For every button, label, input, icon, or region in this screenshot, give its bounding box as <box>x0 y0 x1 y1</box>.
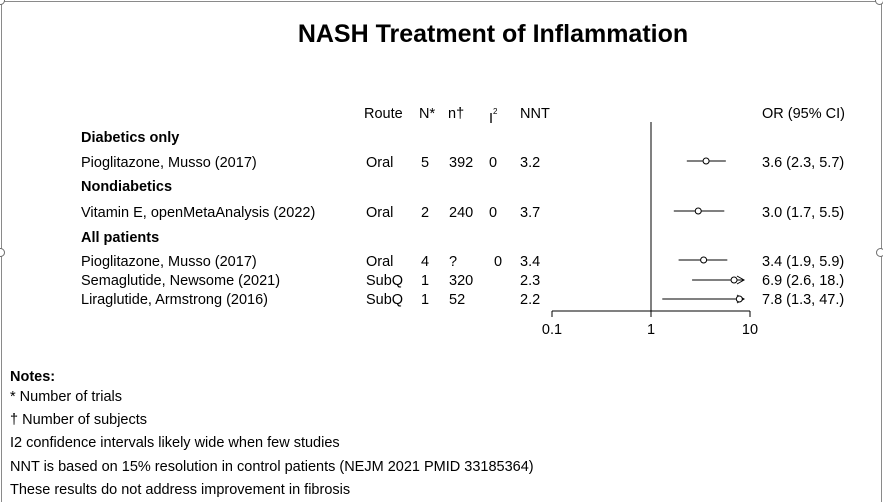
study-name: Semaglutide, Newsome (2021) <box>81 273 281 289</box>
nnt-value: 3.4 <box>520 254 541 270</box>
note-line: I2 confidence intervals likely wide when… <box>10 435 340 451</box>
trials-count: 2 <box>421 205 430 221</box>
i2-value: 0 <box>489 205 498 221</box>
nnt-value: 2.2 <box>520 292 541 308</box>
route-value: SubQ <box>366 292 404 308</box>
note-line: † Number of subjects <box>10 412 148 428</box>
subjects-count: 320 <box>449 273 474 289</box>
ci-arrow <box>736 275 746 285</box>
route-value: Oral <box>366 254 394 270</box>
x-tick-label: 1 <box>647 322 655 338</box>
trials-count: 4 <box>421 254 430 270</box>
resize-handle-middle-left[interactable] <box>0 248 5 257</box>
or-ci-value: 3.0 (1.7, 5.5) <box>762 205 845 221</box>
subjects-count: ? <box>449 254 458 270</box>
or-ci-value: 3.6 (2.3, 5.7) <box>762 155 845 171</box>
nnt-value: 3.7 <box>520 205 541 221</box>
point-estimate <box>702 157 710 165</box>
point-estimate <box>730 276 738 284</box>
x-tick-label: 0.1 <box>542 322 562 338</box>
header-route: Route <box>364 106 403 122</box>
route-value: SubQ <box>366 273 404 289</box>
i2-value: 0 <box>489 155 498 171</box>
or-ci-value: 3.4 (1.9, 5.9) <box>762 254 845 270</box>
or-ci-value: 7.8 (1.3, 47.) <box>762 292 845 308</box>
study-name: Liraglutide, Armstrong (2016) <box>81 292 268 308</box>
trials-count: 1 <box>421 273 430 289</box>
subjects-count: 240 <box>449 205 474 221</box>
note-line: These results do not address improvement… <box>10 482 351 498</box>
group-label-nondiabetics: Nondiabetics <box>81 179 173 195</box>
point-estimate <box>735 295 743 303</box>
x-tick-label: 10 <box>742 322 758 338</box>
i2-value: 0 <box>494 254 503 270</box>
point-estimate <box>694 207 702 215</box>
note-line: NNT is based on 15% resolution in contro… <box>10 459 534 475</box>
header-nnt: NNT <box>520 106 550 122</box>
note-line: * Number of trials <box>10 389 123 405</box>
study-name: Pioglitazone, Musso (2017) <box>81 155 257 171</box>
header-or: OR (95% CI) <box>762 106 845 122</box>
study-name: Pioglitazone, Musso (2017) <box>81 254 257 270</box>
resize-handle-top-right[interactable] <box>875 0 883 5</box>
header-i2: I2 <box>489 106 497 128</box>
trials-count: 5 <box>421 155 430 171</box>
nnt-value: 2.3 <box>520 273 541 289</box>
subjects-count: 52 <box>449 292 466 308</box>
trials-count: 1 <box>421 292 430 308</box>
study-name: Vitamin E, openMetaAnalysis (2022) <box>81 205 316 221</box>
route-value: Oral <box>366 205 394 221</box>
header-i2-sup: 2 <box>493 107 498 116</box>
header-n-trials: N* <box>419 106 436 122</box>
group-label-all-patients: All patients <box>81 230 160 246</box>
notes-title: Notes: <box>10 369 56 385</box>
resize-handle-middle-right[interactable] <box>876 248 883 257</box>
nnt-value: 3.2 <box>520 155 541 171</box>
header-i2-base: I <box>489 110 494 127</box>
resize-handle-top-left[interactable] <box>0 0 5 5</box>
group-label-diabetics: Diabetics only <box>81 130 180 146</box>
chart-title: NASH Treatment of Inflammation <box>297 20 689 48</box>
header-n-subjects: n† <box>448 106 465 122</box>
point-estimate <box>700 256 708 264</box>
subjects-count: 392 <box>449 155 474 171</box>
or-ci-value: 6.9 (2.6, 18.) <box>762 273 845 289</box>
route-value: Oral <box>366 155 394 171</box>
